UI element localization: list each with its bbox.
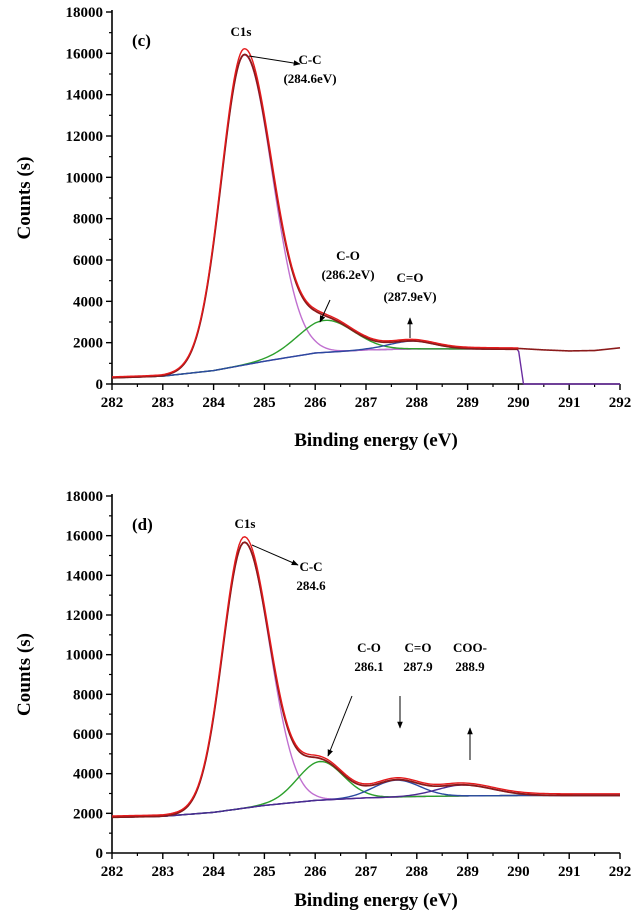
raw-tail-line: [518, 348, 620, 351]
y-tick-label: 18000: [66, 5, 104, 21]
x-tick-label: 290: [507, 395, 530, 411]
annotation-label: C=O: [397, 270, 424, 285]
x-tick-label: 287: [355, 864, 378, 880]
y-tick-label: 10000: [66, 170, 104, 186]
annotation-label: (284.6eV): [283, 71, 336, 86]
y-tick-label: 8000: [73, 212, 103, 228]
annotation-label: COO-: [453, 640, 487, 655]
peak-co: [112, 320, 518, 377]
y-tick-label: 2000: [73, 336, 103, 352]
x-tick-label: 288: [406, 395, 429, 411]
x-tick-label: 287: [355, 395, 378, 411]
x-tick-label: 285: [253, 864, 276, 880]
x-tick-label: 283: [152, 395, 175, 411]
annotation-arrow: [328, 696, 352, 756]
x-tick-label: 282: [101, 395, 124, 411]
x-tick-label: 285: [253, 395, 276, 411]
x-tick-label: 286: [304, 395, 327, 411]
peak-cc: [112, 55, 518, 378]
y-tick-label: 4000: [73, 767, 103, 783]
annotation-label: C-C: [298, 52, 321, 67]
annotation-label: 284.6: [296, 578, 326, 593]
y-tick-label: 16000: [66, 529, 104, 545]
x-tick-label: 292: [609, 864, 632, 880]
y-tick-label: 14000: [66, 568, 104, 584]
x-tick-label: 282: [101, 864, 124, 880]
peak-coo: [112, 785, 620, 817]
annotation-label: C-C: [299, 559, 322, 574]
annotation-label: C=O: [405, 640, 432, 655]
x-tick-label: 289: [456, 864, 479, 880]
annotation-arrow: [252, 545, 298, 565]
y-tick-label: 8000: [73, 687, 103, 703]
y-tick-label: 0: [96, 377, 104, 393]
x-tick-label: 283: [152, 864, 175, 880]
x-tick-label: 284: [202, 395, 225, 411]
annotation-label: 286.1: [354, 659, 383, 674]
y-tick-label: 18000: [66, 489, 104, 505]
x-tick-label: 288: [406, 864, 429, 880]
y-tick-label: 0: [96, 846, 104, 862]
y-tick-label: 6000: [73, 253, 103, 269]
x-tick-label: 291: [558, 395, 581, 411]
annotation-label: C1s: [235, 516, 256, 531]
annotation-label: 287.9: [403, 659, 433, 674]
panel-label: (d): [132, 515, 153, 534]
annotation-label: 288.9: [455, 659, 485, 674]
fit-envelope-line: [112, 537, 620, 816]
annotation-arrow: [249, 56, 300, 64]
annotation-arrow: [320, 300, 330, 322]
y-tick-label: 2000: [73, 806, 103, 822]
annotation-label: (286.2eV): [321, 267, 374, 282]
y-tick-label: 10000: [66, 648, 104, 664]
annotation-label: C-O: [357, 640, 381, 655]
y-tick-label: 14000: [66, 88, 104, 104]
y-axis-label: Counts (s): [14, 157, 35, 240]
x-tick-label: 290: [507, 864, 530, 880]
x-tick-label: 289: [456, 395, 479, 411]
x-tick-label: 291: [558, 864, 581, 880]
peak-cc: [112, 542, 620, 817]
x-tick-label: 284: [202, 864, 225, 880]
panel-c: 0 2000 4000 6000 8000 10000 12000 14000 16000 180…: [14, 5, 631, 451]
raw-data-line: [112, 54, 518, 377]
y-axis-label: Counts (s): [14, 633, 35, 716]
panel-d: 0 2000 4000 6000 8000 10000 12000 14000 16000 180…: [14, 489, 631, 911]
x-tick-label: 292: [609, 395, 632, 411]
y-tick-label: 12000: [66, 608, 104, 624]
fit-envelope-line: [112, 49, 518, 377]
annotation-label: (287.9eV): [383, 289, 436, 304]
x-axis-label: Binding energy (eV): [294, 890, 458, 911]
y-tick-label: 4000: [73, 294, 103, 310]
peak-co: [112, 761, 620, 817]
background-line: [112, 349, 523, 384]
y-tick-label: 12000: [66, 129, 104, 145]
y-tick-label: 16000: [66, 46, 104, 62]
annotation-label: C1s: [231, 24, 252, 39]
annotation-label: C-O: [336, 248, 360, 263]
x-axis-label: Binding energy (eV): [294, 430, 458, 451]
raw-data-line: [112, 542, 620, 817]
x-tick-label: 286: [304, 864, 327, 880]
y-tick-label: 6000: [73, 727, 103, 743]
panel-label: (c): [132, 31, 151, 50]
